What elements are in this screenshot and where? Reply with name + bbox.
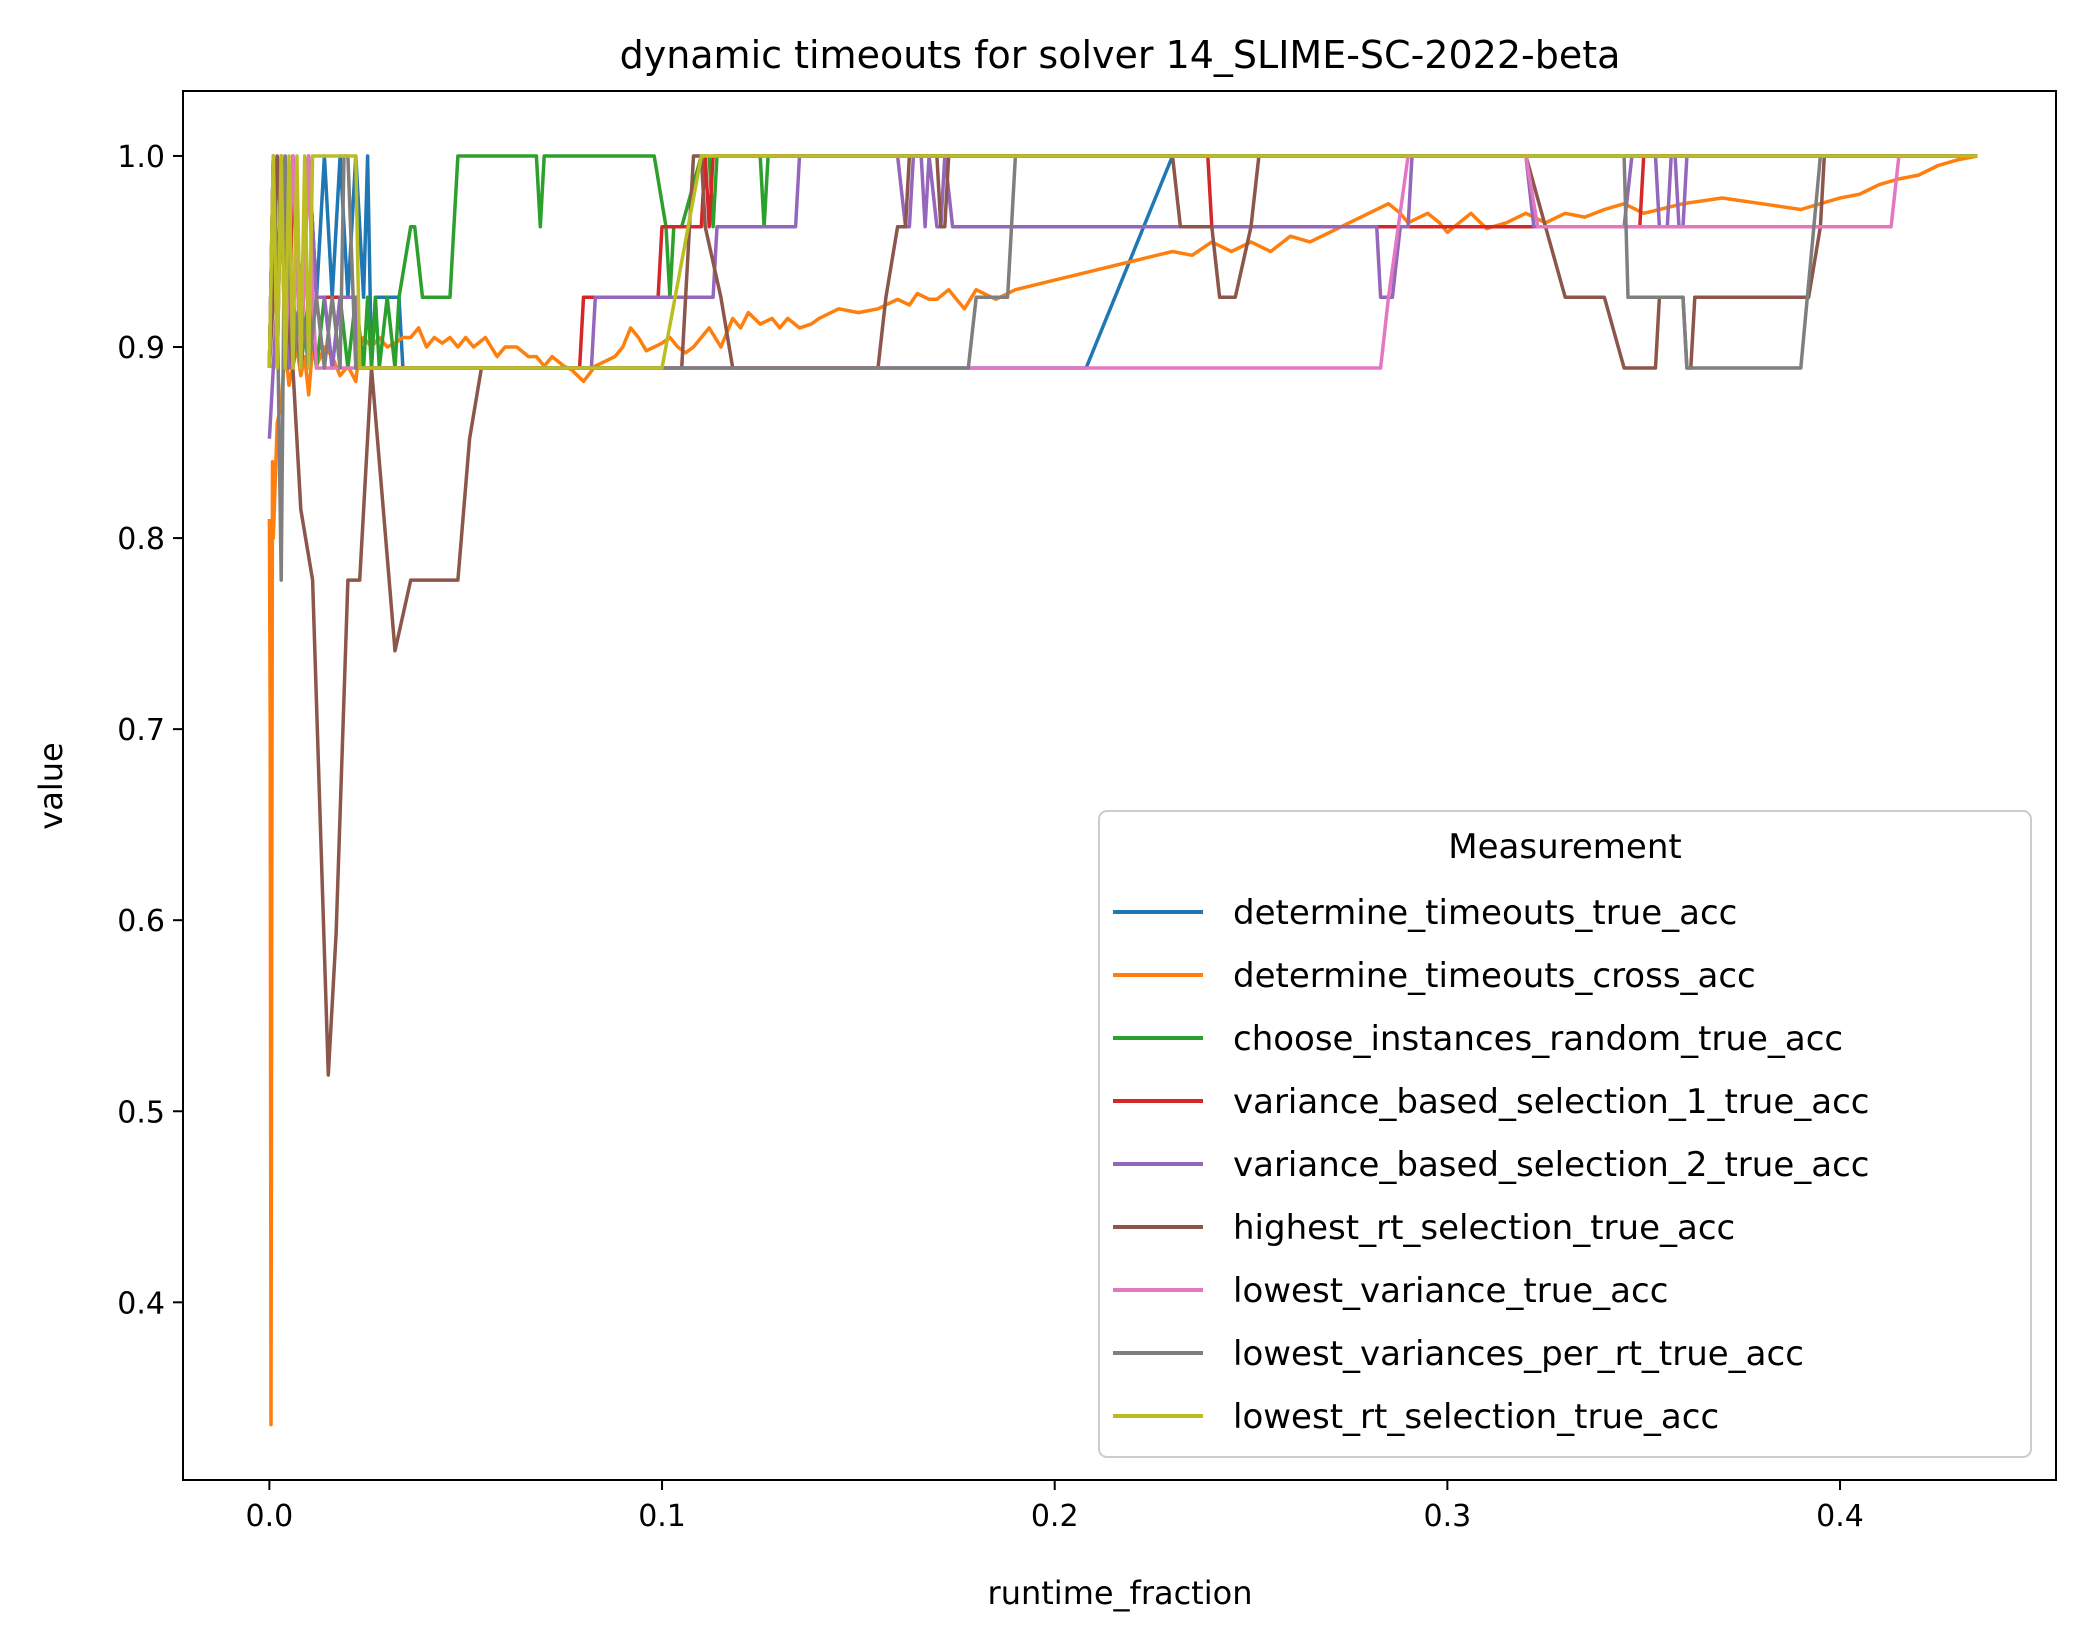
x-tick-label: 0.2: [1031, 1499, 1079, 1534]
y-tick-label: 0.8: [117, 522, 165, 557]
series-line-8: [267, 154, 1978, 370]
y-tick-label: 0.9: [117, 331, 165, 366]
y-tick-label: 0.7: [117, 713, 165, 748]
legend-label-0: determine_timeouts_true_acc: [1233, 893, 1737, 933]
series-layer: [267, 154, 1978, 1427]
legend-label-4: variance_based_selection_2_true_acc: [1233, 1145, 1869, 1185]
x-tick-label: 0.0: [246, 1499, 294, 1534]
chart-title: dynamic timeouts for solver 14_SLIME-SC-…: [620, 33, 1621, 77]
legend: Measurement determine_timeouts_true_accd…: [1098, 810, 2032, 1458]
y-tick-label: 0.4: [117, 1286, 165, 1321]
y-tick-label: 0.5: [117, 1095, 165, 1130]
legend-label-6: lowest_variance_true_acc: [1233, 1271, 1668, 1311]
legend-title: Measurement: [1448, 827, 1681, 867]
legend-label-3: variance_based_selection_1_true_acc: [1233, 1082, 1869, 1122]
legend-label-8: lowest_rt_selection_true_acc: [1233, 1397, 1719, 1437]
x-tick-label: 0.1: [638, 1499, 686, 1534]
y-tick-label: 0.6: [117, 904, 165, 939]
y-axis: 0.4 0.5 0.6 0.7 0.8 0.9 1.0: [117, 140, 183, 1321]
legend-items: determine_timeouts_true_acc determine_tim…: [1113, 893, 1869, 1437]
legend-label-7: lowest_variances_per_rt_true_acc: [1233, 1334, 1804, 1374]
x-tick-label: 0.3: [1424, 1499, 1472, 1534]
legend-label-2: choose_instances_random_true_acc: [1233, 1019, 1843, 1059]
plot-frame: [182, 90, 2057, 1481]
x-axis: 0.0 0.1 0.2 0.3 0.4: [246, 1480, 1864, 1534]
legend-box: [1098, 810, 2032, 1458]
x-tick-label: 0.4: [1816, 1499, 1864, 1534]
x-axis-label: runtime_fraction: [988, 1574, 1253, 1612]
legend-label-5: highest_rt_selection_true_acc: [1233, 1208, 1735, 1248]
y-axis-label: value: [32, 742, 70, 829]
y-tick-label: 1.0: [117, 140, 165, 175]
legend-label-1: determine_timeouts_cross_acc: [1233, 956, 1756, 996]
